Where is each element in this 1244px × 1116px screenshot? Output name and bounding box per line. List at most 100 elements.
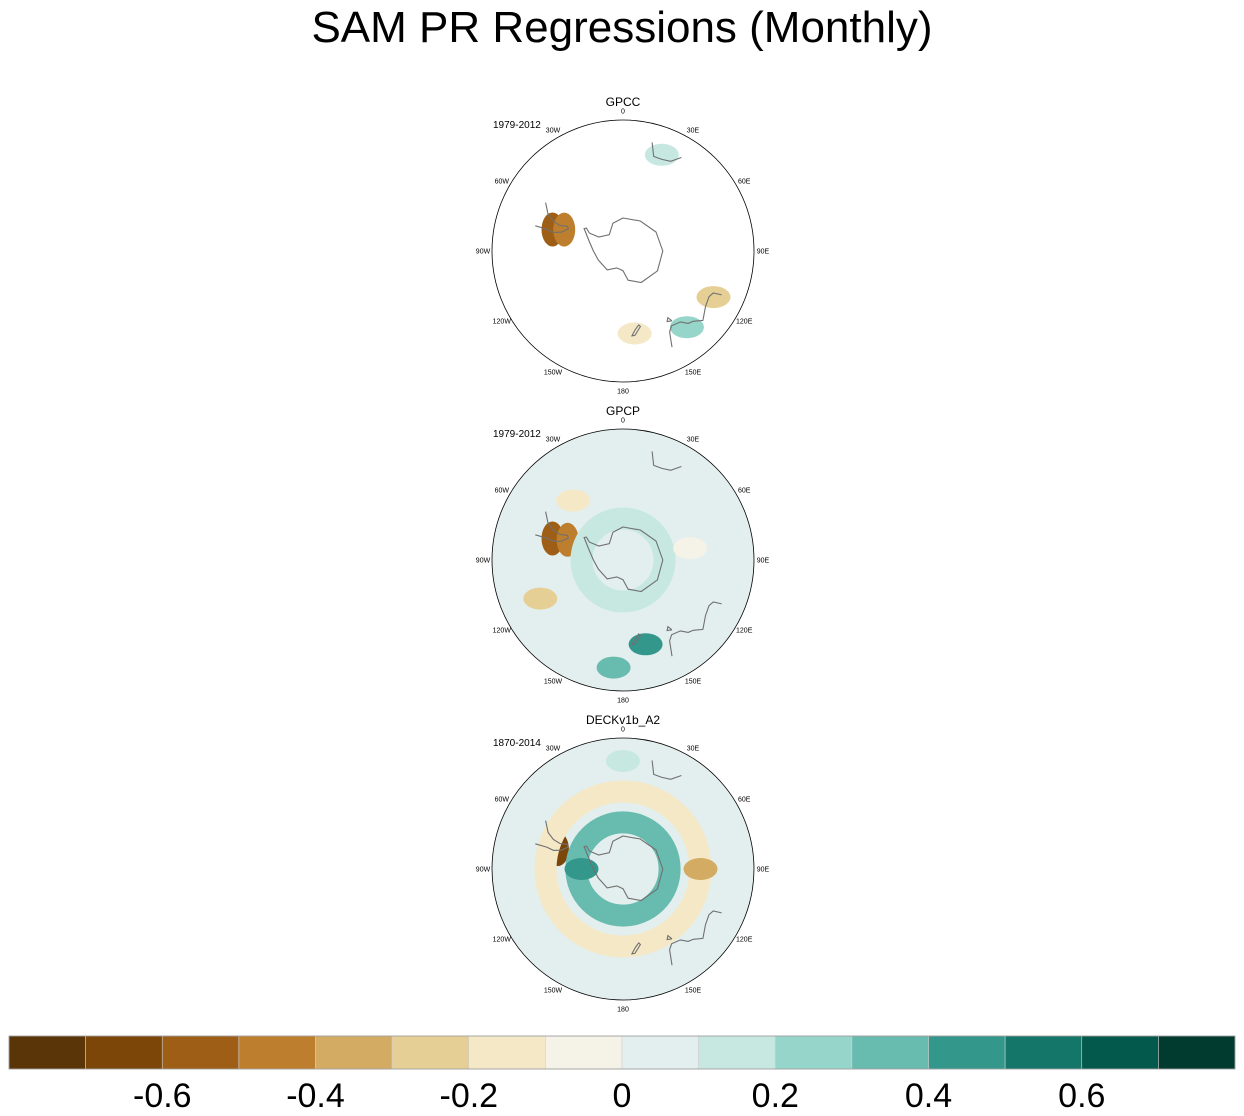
- map-border: [491, 737, 755, 1001]
- precip-anomaly: [669, 316, 704, 339]
- longitude-label: 90E: [757, 867, 770, 874]
- longitude-label: 30W: [546, 745, 561, 752]
- continent-coastline: [651, 760, 682, 780]
- map-border: [491, 428, 755, 692]
- colorbar-box: [238, 1035, 316, 1070]
- longitude-label: 180: [617, 389, 629, 396]
- colorbar-box: [928, 1035, 1006, 1070]
- colorbar-box: [545, 1035, 623, 1070]
- continent-coastline: [535, 202, 569, 233]
- precip-anomaly: [596, 656, 631, 679]
- continent-coastline: [669, 601, 722, 657]
- polar-maps: GPCC 1979-2012 0 30E 60E 90E 120E 150E 180 150W 12…: [476, 95, 770, 1014]
- longitude-label: 0: [621, 109, 625, 116]
- longitude-label: 120W: [493, 937, 512, 944]
- colorbar-box: [1158, 1035, 1236, 1070]
- panel-period: 1870-2014: [493, 738, 541, 749]
- map-panel: GPCC 1979-2012 0 30E 60E 90E 120E 150E 180 150W 12…: [476, 95, 770, 396]
- continent-coastline: [666, 316, 673, 323]
- map-panel: DECKv1b_A2 1870-2014 0 30E 60E 90E 120E 150E 180…: [476, 713, 770, 1014]
- continent-coastline: [630, 942, 642, 955]
- colorbar-boxes: [8, 1035, 1236, 1070]
- precip-anomaly: [673, 537, 708, 560]
- panel-title: GPCP: [606, 404, 640, 418]
- precip-anomaly: [683, 858, 718, 880]
- longitude-label: 120E: [736, 937, 753, 944]
- continent-coastline: [669, 910, 722, 966]
- continent-coastline: [630, 324, 642, 337]
- longitude-label: 180: [617, 1007, 629, 1014]
- colorbar-label: -0.6: [133, 1077, 192, 1115]
- field-background: [492, 738, 754, 1000]
- longitude-label: 30E: [687, 436, 700, 443]
- longitude-label: 120W: [493, 319, 512, 326]
- longitude-label: 180: [617, 698, 629, 705]
- longitude-label: 150E: [685, 679, 702, 686]
- panel-title: DECKv1b_A2: [586, 713, 660, 727]
- panel-period: 1979-2012: [493, 120, 541, 131]
- colorbar-box: [774, 1035, 853, 1070]
- longitude-label: 90W: [476, 558, 491, 565]
- colorbar-label: 0.4: [905, 1077, 952, 1115]
- longitude-label: 30E: [687, 127, 700, 134]
- colorbar-box: [391, 1035, 470, 1070]
- continent-coastline: [666, 625, 673, 632]
- longitude-label: 90E: [757, 558, 770, 565]
- precip-anomaly: [523, 587, 558, 610]
- colorbar-label: -0.2: [440, 1077, 499, 1115]
- longitude-label: 150W: [544, 370, 563, 377]
- longitude-label: 60W: [495, 488, 510, 495]
- colorbar-label: 0.6: [1058, 1077, 1105, 1115]
- precip-anomaly: [556, 489, 591, 512]
- longitude-label: 30W: [546, 436, 561, 443]
- continent-coastline: [630, 633, 642, 646]
- longitude-label: 90E: [757, 249, 770, 256]
- precip-anomaly: [696, 286, 731, 309]
- continent-coastline: [535, 820, 569, 851]
- precip-anomaly: [553, 212, 576, 247]
- longitude-label: 60W: [495, 179, 510, 186]
- longitude-label: 150E: [685, 988, 702, 995]
- longitude-label: 150W: [544, 679, 563, 686]
- longitude-label: 150W: [544, 988, 563, 995]
- continent-coastline: [651, 142, 682, 162]
- precip-anomaly: [606, 750, 640, 772]
- map-border: [491, 119, 755, 383]
- antarctica-coastline: [583, 835, 664, 902]
- colorbar-box: [315, 1035, 393, 1070]
- precip-field: [492, 738, 754, 1000]
- longitude-label: 0: [621, 727, 625, 734]
- colorbar-box: [1004, 1035, 1083, 1070]
- precip-field: [535, 142, 731, 348]
- longitude-label: 30E: [687, 745, 700, 752]
- continent-coastline: [535, 511, 569, 542]
- precip-ring: [570, 507, 676, 613]
- longitude-label: 60E: [738, 797, 751, 804]
- panel-title: GPCC: [606, 95, 641, 109]
- colorbar-outline: [8, 1035, 1236, 1070]
- colorbar-box: [85, 1035, 163, 1070]
- precip-field: [492, 429, 754, 691]
- colorbar-box: [1081, 1035, 1159, 1070]
- longitude-label: 90W: [476, 867, 491, 874]
- longitude-label: 90W: [476, 249, 491, 256]
- map-panel: GPCP 1979-2012 0 30E 60E 90E 120E 150E 180 150W 12…: [476, 404, 770, 705]
- longitude-label: 60E: [738, 488, 751, 495]
- colorbar-label: 0: [613, 1077, 632, 1115]
- colorbar-box: [8, 1035, 86, 1070]
- figure-title: SAM PR Regressions (Monthly): [311, 3, 933, 52]
- continent-coastline: [669, 292, 722, 348]
- field-background: [492, 429, 754, 691]
- colorbar-box: [851, 1035, 929, 1070]
- panel-period: 1979-2012: [493, 429, 541, 440]
- continent-coastline: [666, 934, 673, 941]
- longitude-label: 120W: [493, 628, 512, 635]
- longitude-label: 0: [621, 418, 625, 425]
- colorbar-box: [468, 1035, 546, 1070]
- longitude-label: 120E: [736, 628, 753, 635]
- colorbar-box: [698, 1035, 776, 1070]
- longitude-label: 120E: [736, 319, 753, 326]
- longitude-label: 150E: [685, 370, 702, 377]
- longitude-label: 60W: [495, 797, 510, 804]
